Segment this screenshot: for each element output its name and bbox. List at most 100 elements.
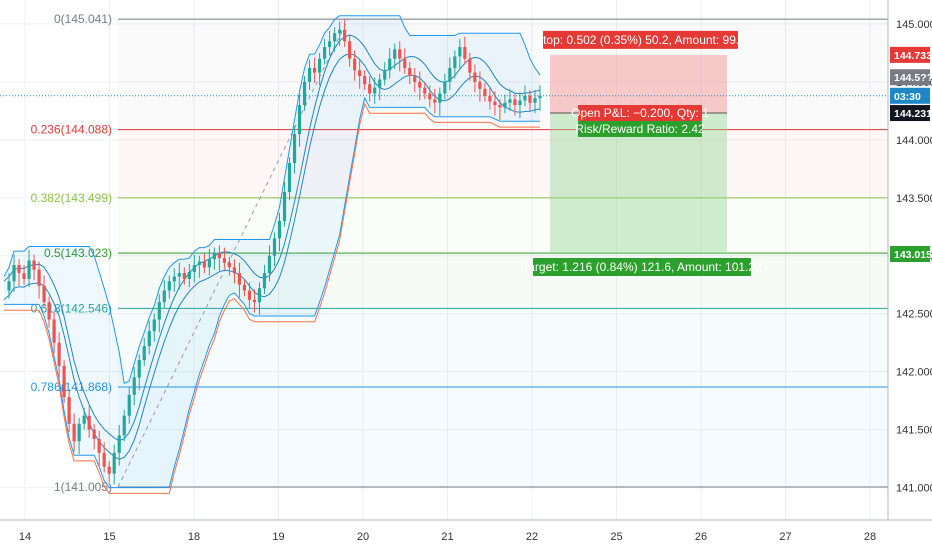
fib-zone	[118, 19, 888, 130]
candle-body	[538, 95, 542, 99]
fib-zone	[118, 253, 888, 309]
candle-body	[117, 435, 121, 453]
axis-tag-label: 03:30	[894, 91, 921, 103]
x-tick-label: 22	[526, 531, 538, 543]
x-tick-label: 25	[610, 531, 622, 543]
rr-label-bg	[578, 121, 702, 138]
candle-body	[197, 261, 201, 266]
candle-body	[37, 269, 41, 286]
candle-body	[523, 95, 527, 101]
y-tick-label: 141.500	[896, 425, 932, 437]
candle-body	[132, 377, 136, 395]
candle-body	[267, 255, 272, 274]
candle-body	[363, 76, 367, 85]
y-tick-label: 141.000	[896, 483, 932, 495]
candle-body	[513, 99, 517, 106]
pnl-label-bg	[578, 105, 702, 122]
candle-body	[312, 67, 317, 73]
x-tick-label: 20	[357, 531, 369, 543]
candle-body	[7, 281, 11, 291]
candle-body	[438, 93, 442, 103]
axis-tag-bg	[890, 105, 930, 122]
candle-body	[192, 265, 196, 272]
candle-body	[242, 284, 247, 291]
candle-body	[22, 273, 26, 279]
pnl-label: Open P&L: −0.200, Qty: 1	[571, 106, 709, 120]
candle-body	[122, 415, 126, 436]
candle-body	[528, 95, 532, 103]
candle-body	[508, 99, 512, 103]
fib-level-label: 0.382(143.499)	[31, 191, 112, 205]
candle-body	[162, 290, 166, 303]
candle-body	[348, 41, 352, 59]
axis-tag-bg	[890, 69, 930, 86]
candle-body	[297, 105, 302, 135]
candle-body	[212, 253, 216, 260]
candle-body	[42, 285, 46, 303]
candle-body	[393, 49, 397, 59]
candle-body	[473, 72, 477, 82]
channel-lower	[4, 96, 540, 489]
candle-body	[202, 261, 206, 268]
axis-tag-label: 143.015	[894, 249, 932, 261]
candle-body	[272, 238, 277, 256]
fib-retracement-lines: 0(145.041) 0.236(144.088) 0.382(143.499) 0.…	[31, 12, 888, 494]
candle-body	[373, 87, 377, 94]
x-tick-label: 19	[272, 531, 284, 543]
candle-body	[137, 360, 141, 378]
candle-body	[222, 258, 227, 263]
fib-level-label: 0.618(142.546)	[31, 301, 112, 315]
fib-level-label: 0(145.041)	[54, 12, 112, 26]
candle-body	[498, 105, 502, 108]
axis-tag-label: 144.733	[894, 50, 932, 62]
candle-body	[172, 276, 176, 282]
candle-body	[67, 397, 71, 424]
candle-body	[383, 70, 387, 80]
candle-body	[358, 70, 362, 77]
candle-body	[333, 33, 337, 42]
candle-body	[423, 87, 427, 94]
candle-body	[518, 100, 522, 106]
time-axis: 14 15 18 19 20 21 22 25 26 27 28	[0, 519, 932, 543]
candle-body	[112, 452, 116, 474]
candle-body	[107, 466, 111, 474]
y-tick-label: 144.000	[896, 135, 932, 147]
candle-body	[92, 429, 96, 439]
candle-body	[52, 319, 56, 343]
x-tick-label: 27	[779, 531, 791, 543]
candle-body	[317, 58, 322, 73]
candle-body	[478, 81, 482, 89]
candle-body	[142, 346, 146, 361]
candle-body	[257, 288, 262, 303]
candle-body	[17, 265, 21, 274]
target-label: Target: 1.216 (0.84%) 121.6, Amount: 101…	[522, 260, 762, 274]
candle-body	[187, 271, 191, 279]
candle-body	[503, 102, 507, 108]
candle-body	[302, 81, 307, 106]
candle-body	[77, 423, 81, 442]
candle-body	[72, 423, 76, 442]
y-tick-label: 145.000	[896, 19, 932, 31]
y-tick-label: 142.500	[896, 309, 932, 321]
chart-labels: Stop: 0.502 (0.35%) 50.2, Amount: 99.5 Op…	[522, 30, 762, 277]
stop-label-bg	[543, 30, 738, 49]
candle-body	[433, 99, 437, 103]
fib-zone	[118, 386, 888, 488]
candle-body	[322, 47, 327, 59]
candle-body	[388, 58, 392, 71]
candle-body	[338, 29, 342, 34]
candle-body	[167, 281, 171, 291]
candle-body	[247, 290, 252, 300]
candle-body	[428, 93, 432, 100]
candle-body	[32, 260, 36, 270]
candle-body	[463, 47, 467, 59]
candle-body	[307, 67, 312, 82]
trailing-stop-line	[4, 102, 540, 494]
candle-body	[443, 81, 447, 94]
candle-body	[483, 88, 487, 96]
candle-body	[102, 452, 106, 467]
fib-zone	[118, 308, 888, 387]
x-tick-label: 18	[188, 531, 200, 543]
candle-body	[147, 331, 151, 347]
